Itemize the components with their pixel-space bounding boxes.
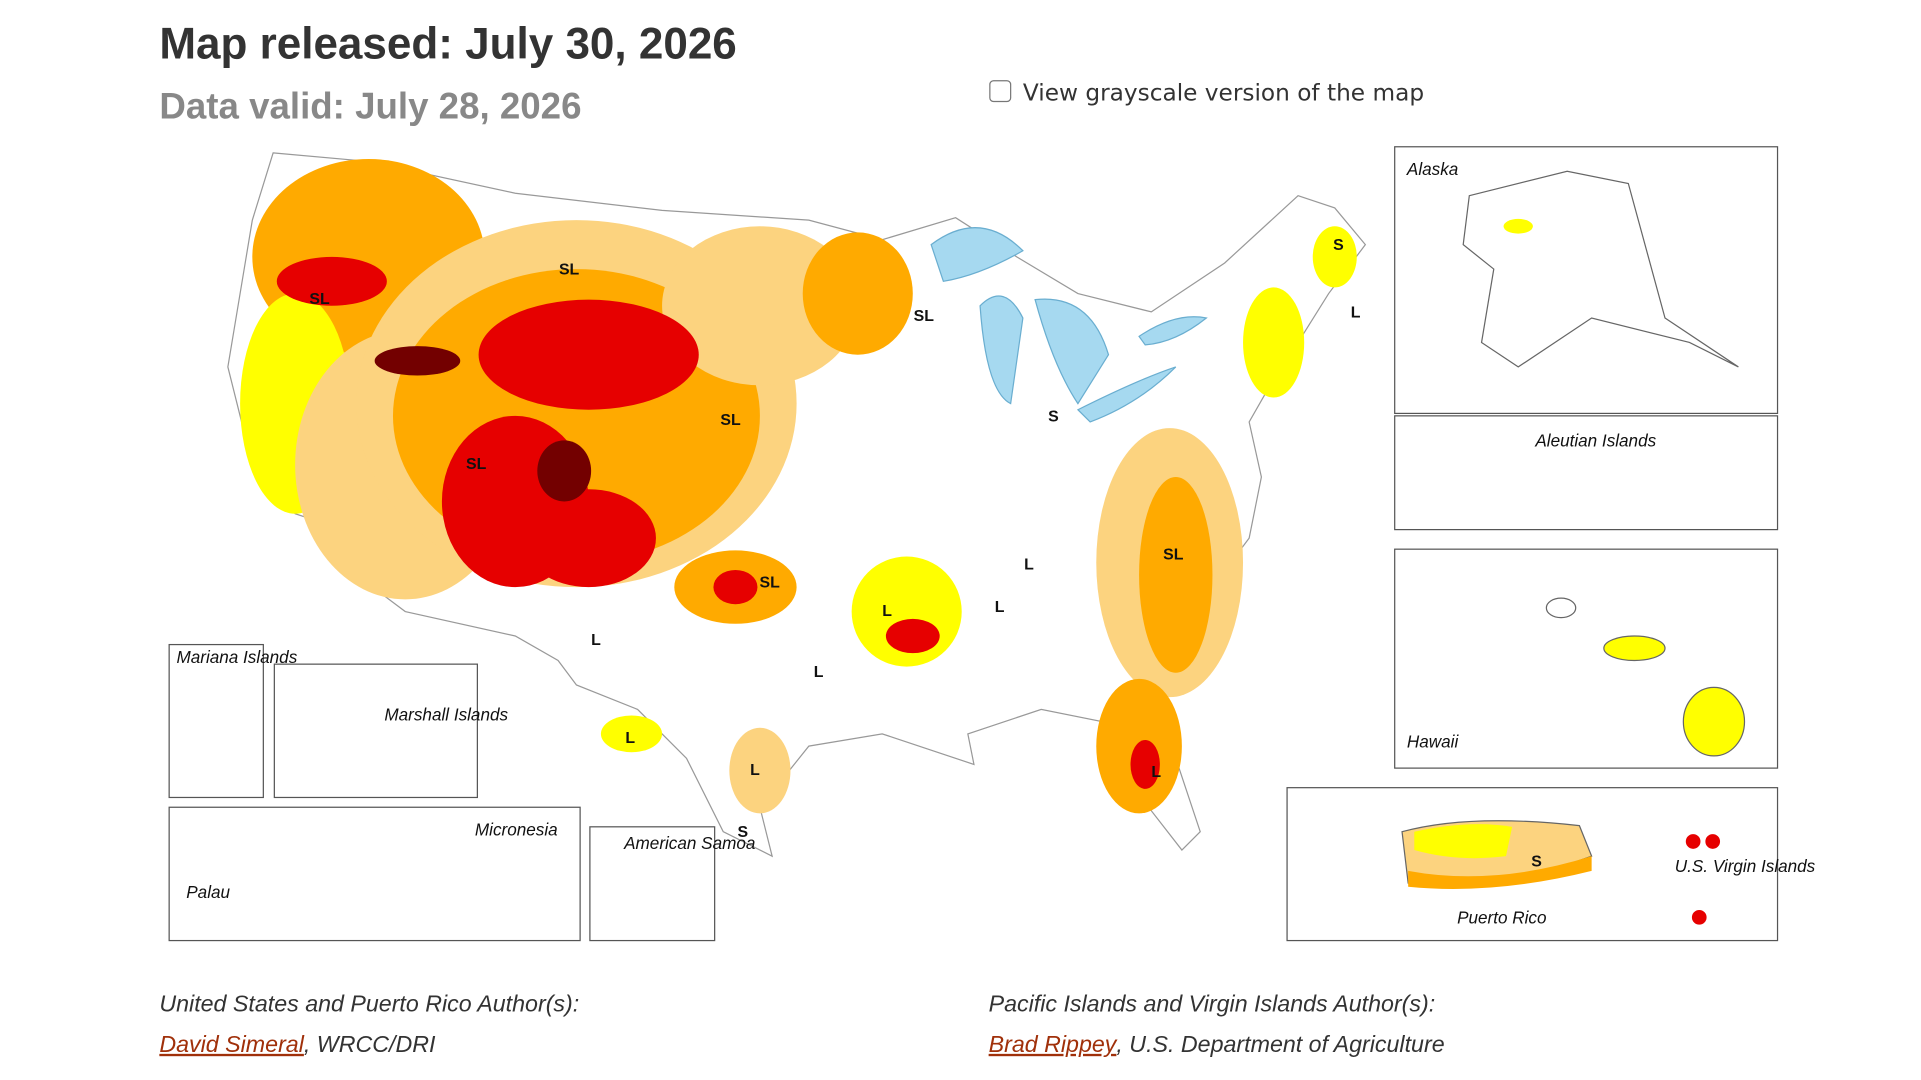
impact-label: L — [1024, 556, 1034, 573]
d3-area — [885, 618, 940, 654]
d4-area — [537, 440, 592, 502]
impact-label: SL — [914, 308, 935, 325]
impact-label: SL — [309, 291, 330, 308]
map-labels: Alaska Aleutian Islands Hawaii Puerto Rico U… — [176, 160, 1815, 928]
maui — [1603, 635, 1666, 662]
subtitle: Data valid: July 28, 2026 — [159, 86, 581, 127]
lake-ontario — [1138, 316, 1208, 346]
d2-area — [1408, 856, 1592, 889]
inset-label: Palau — [186, 883, 230, 902]
author-link[interactable]: David Simeral — [159, 1031, 304, 1057]
d3-area — [521, 489, 656, 588]
impact-label: SL — [720, 412, 741, 429]
d3-area — [1130, 739, 1160, 789]
d1-area — [729, 727, 791, 814]
title: Map released: July 30, 2026 — [159, 20, 736, 69]
virgin-island — [1691, 909, 1707, 925]
impact-label: SL — [760, 575, 781, 592]
samoa-box — [589, 826, 716, 942]
us-authors-heading: United States and Puerto Rico Author(s): — [159, 991, 579, 1017]
impact-label: L — [625, 730, 635, 747]
impact-label: L — [750, 762, 760, 779]
oahu — [1545, 597, 1577, 619]
d3-area — [713, 569, 758, 605]
d0-area — [1243, 287, 1305, 398]
d2-area — [802, 232, 913, 355]
inset-label: Aleutian Islands — [1534, 431, 1656, 450]
impact-label: S — [1048, 408, 1059, 425]
inset-label: Alaska — [1406, 160, 1458, 179]
virgin-island — [1705, 834, 1721, 849]
author-affiliation: , U.S. Department of Agriculture — [1116, 1031, 1444, 1057]
inset-label: Hawaii — [1407, 732, 1460, 751]
drought-areas — [240, 159, 1357, 814]
impact-label: L — [1151, 764, 1161, 781]
impact-label: S — [737, 824, 748, 841]
alaska-shape — [1462, 170, 1739, 368]
d3-area — [478, 299, 699, 410]
impact-label: L — [995, 599, 1005, 616]
inset-label: U.S. Virgin Islands — [1675, 857, 1816, 876]
lake-erie — [1076, 366, 1177, 423]
d0-area — [1312, 226, 1357, 288]
impact-label: SL — [559, 262, 580, 279]
marshall-box — [273, 663, 478, 799]
lake-superior — [930, 227, 1024, 283]
d0-area — [1414, 824, 1513, 859]
aleutian-box — [1394, 415, 1779, 531]
lake-michigan — [979, 295, 1024, 405]
author-affiliation: , WRCC/DRI — [304, 1031, 436, 1057]
mariana-box — [168, 643, 264, 799]
d3-area — [276, 256, 387, 306]
impact-label: S — [1333, 237, 1344, 254]
d2-area — [1139, 477, 1213, 673]
impact-label: L — [591, 632, 601, 649]
d0-area — [600, 715, 663, 753]
micronesia-box — [168, 806, 581, 942]
impact-label: S — [1531, 853, 1542, 870]
pacific-author-line: Brad Rippey, U.S. Department of Agricult… — [989, 1031, 1445, 1057]
pacific-authors-heading: Pacific Islands and Virgin Islands Autho… — [989, 991, 1436, 1017]
inset-label: Puerto Rico — [1457, 908, 1546, 927]
impact-label: SL — [1163, 546, 1184, 563]
grayscale-label[interactable]: View grayscale version of the map — [1023, 79, 1424, 106]
virgin-island — [1685, 834, 1701, 849]
conus-map — [227, 152, 1367, 858]
impact-label: L — [814, 664, 824, 681]
lake-huron — [1034, 298, 1110, 405]
inset-label: Mariana Islands — [176, 648, 297, 667]
grayscale-checkbox[interactable] — [989, 80, 1012, 103]
d4-area — [374, 346, 461, 376]
author-link[interactable]: Brad Rippey — [989, 1031, 1118, 1057]
impact-label: SL — [466, 456, 487, 473]
inset-label: Marshall Islands — [384, 705, 508, 724]
inset-shapes — [1401, 170, 1746, 925]
inset-label: American Samoa — [623, 834, 755, 853]
impact-label: L — [882, 603, 892, 620]
d0-area — [1503, 218, 1533, 234]
inset-label: Micronesia — [475, 820, 558, 839]
us-author-line: David Simeral, WRCC/DRI — [159, 1031, 436, 1057]
impact-label: L — [1351, 304, 1361, 321]
hawaii-big-island — [1682, 686, 1746, 757]
